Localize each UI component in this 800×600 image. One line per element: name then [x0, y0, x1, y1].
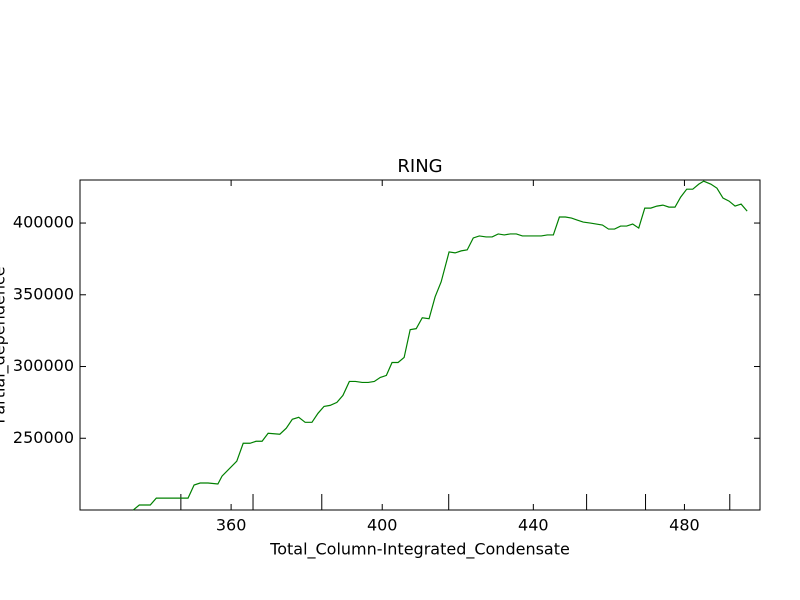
y-tick-label: 250000	[13, 428, 74, 447]
x-tick-label: 360	[216, 516, 247, 535]
data-line	[132, 180, 748, 511]
y-tick-label: 300000	[13, 356, 74, 375]
y-axis-label: Partial_dependence	[0, 266, 10, 423]
x-tick-label: 480	[669, 516, 700, 535]
plot-frame	[79, 179, 761, 511]
y-tick-label: 350000	[13, 284, 74, 303]
y-tick-label: 400000	[13, 213, 74, 232]
x-tick-label: 440	[518, 516, 549, 535]
chart-title: RING	[397, 156, 442, 177]
x-tick-label: 400	[367, 516, 398, 535]
x-axis-label: Total_Column-Integrated_Condensate	[269, 540, 570, 560]
